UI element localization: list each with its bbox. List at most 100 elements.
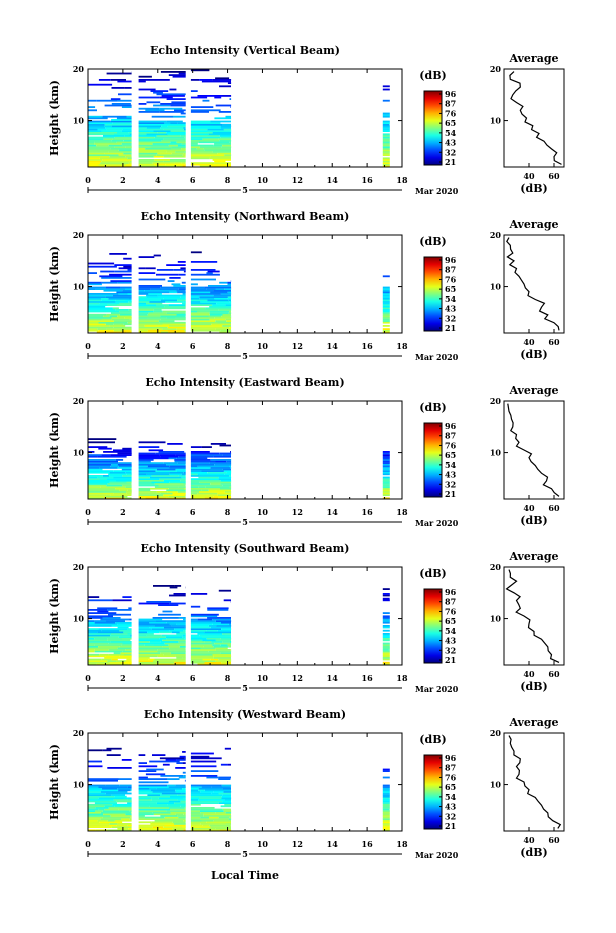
heatmap-cell — [147, 631, 159, 633]
heatmap-cell — [204, 631, 231, 633]
heatmap-cell — [176, 813, 184, 815]
heatmap-cell — [147, 794, 160, 796]
heatmap-cell — [191, 655, 213, 657]
heatmap-cell — [119, 785, 131, 787]
heatmap-cell — [383, 473, 390, 475]
colorbar — [424, 257, 442, 331]
heatmap-cell — [88, 815, 111, 817]
heatmap-cell — [139, 649, 158, 651]
colorbar-tick-label: 43 — [445, 802, 457, 812]
heatmap-cell — [222, 325, 231, 327]
heatmap-cell — [109, 253, 127, 255]
x-tick-label: 16 — [362, 673, 374, 683]
heatmap-cell — [219, 793, 232, 795]
heatmap-cell — [139, 288, 151, 290]
heatmap-cell — [191, 630, 207, 632]
heatmap-cell — [118, 464, 132, 466]
heatmap-cell — [148, 293, 162, 295]
heatmap-cell — [154, 164, 165, 166]
heatmap-cell — [108, 820, 115, 822]
heatmap-cell — [88, 644, 95, 646]
heatmap-cell — [212, 304, 225, 306]
colorbar-tick-label: 21 — [445, 157, 456, 167]
heatmap-cell — [139, 140, 162, 142]
heatmap-cell — [227, 282, 231, 284]
heatmap-cell — [88, 143, 94, 145]
heatmap-cell — [127, 802, 132, 804]
heatmap-cell — [107, 304, 117, 306]
heatmap-cell — [383, 330, 390, 332]
heatmap-cell — [383, 162, 390, 164]
heatmap-cell — [113, 122, 131, 124]
heatmap-cell — [139, 475, 152, 477]
panel-title: Echo Intensity (Westward Beam) — [144, 708, 346, 721]
heatmap-cell — [139, 788, 150, 790]
heatmap-cell — [88, 283, 102, 285]
heatmap-cell — [221, 480, 232, 482]
heatmap-cell — [139, 655, 158, 657]
heatmap-cell — [111, 98, 121, 100]
heatmap-cell — [383, 477, 390, 479]
heatmap-cell — [170, 307, 186, 309]
heatmap-cell — [126, 299, 132, 301]
heatmap-cell — [383, 296, 390, 298]
heatmap-cell — [216, 625, 231, 627]
date-label: Mar 2020 — [415, 850, 459, 860]
heatmap-cell — [139, 461, 151, 463]
heatmap-cell — [383, 593, 390, 595]
heatmap-cell — [229, 475, 231, 477]
heatmap-cell — [191, 619, 198, 621]
heatmap-cell — [180, 631, 186, 633]
heatmap-cell — [167, 124, 186, 126]
heatmap-cell — [207, 129, 224, 131]
date-label: Mar 2020 — [415, 352, 459, 362]
heatmap-cell — [88, 145, 96, 147]
heatmap-cell — [88, 149, 119, 151]
heatmap-cell — [230, 651, 231, 653]
heatmap-cell — [230, 106, 231, 108]
y-tick-label: 20 — [73, 728, 85, 738]
heatmap-cell — [88, 612, 116, 614]
heatmap-cell — [191, 493, 197, 495]
heatmap-cell — [159, 451, 185, 453]
heatmap-cell — [220, 488, 231, 490]
heatmap-cell — [163, 826, 182, 828]
x-tick-label: 4 — [155, 341, 161, 351]
colorbar-tick-label: 65 — [445, 450, 456, 460]
heatmap-cell — [100, 478, 108, 480]
heatmap-cell — [191, 801, 222, 803]
heatmap-cell — [160, 478, 186, 480]
heatmap-cell — [139, 124, 167, 126]
heatmap-cell — [176, 469, 186, 471]
heatmap-cell — [182, 751, 186, 753]
heatmap-cell — [226, 320, 231, 322]
heatmap-cell — [88, 263, 114, 265]
heatmap-cell — [174, 662, 185, 664]
heatmap-cell — [123, 258, 131, 260]
heatmap-cell — [191, 261, 217, 263]
heatmap-cell — [122, 638, 132, 640]
heatmap-cell — [157, 153, 171, 155]
heatmap-cell — [383, 312, 390, 314]
heatmap-cell — [182, 635, 185, 637]
heatmap-cell — [88, 323, 106, 325]
heatmap-cell — [214, 143, 231, 145]
heatmap-cell — [108, 473, 127, 475]
heatmap-cell — [139, 287, 161, 289]
heatmap-cell — [191, 133, 208, 135]
heatmap-cell — [159, 108, 182, 110]
avg-y-tick-label: 10 — [490, 448, 502, 458]
heatmap-cell — [101, 454, 110, 456]
heatmap-cell — [383, 662, 390, 664]
heatmap-cell — [167, 785, 175, 787]
x-tick-label: 18 — [396, 341, 408, 351]
heatmap-cell — [118, 282, 132, 284]
heatmap-cell — [88, 486, 100, 488]
heatmap-cell — [191, 454, 222, 456]
heatmap-cell — [211, 627, 231, 629]
heatmap-cell — [158, 496, 168, 498]
heatmap-cell — [151, 797, 159, 799]
heatmap-cell — [139, 296, 147, 298]
heatmap-cell — [108, 151, 131, 153]
heatmap-cell — [229, 817, 231, 819]
